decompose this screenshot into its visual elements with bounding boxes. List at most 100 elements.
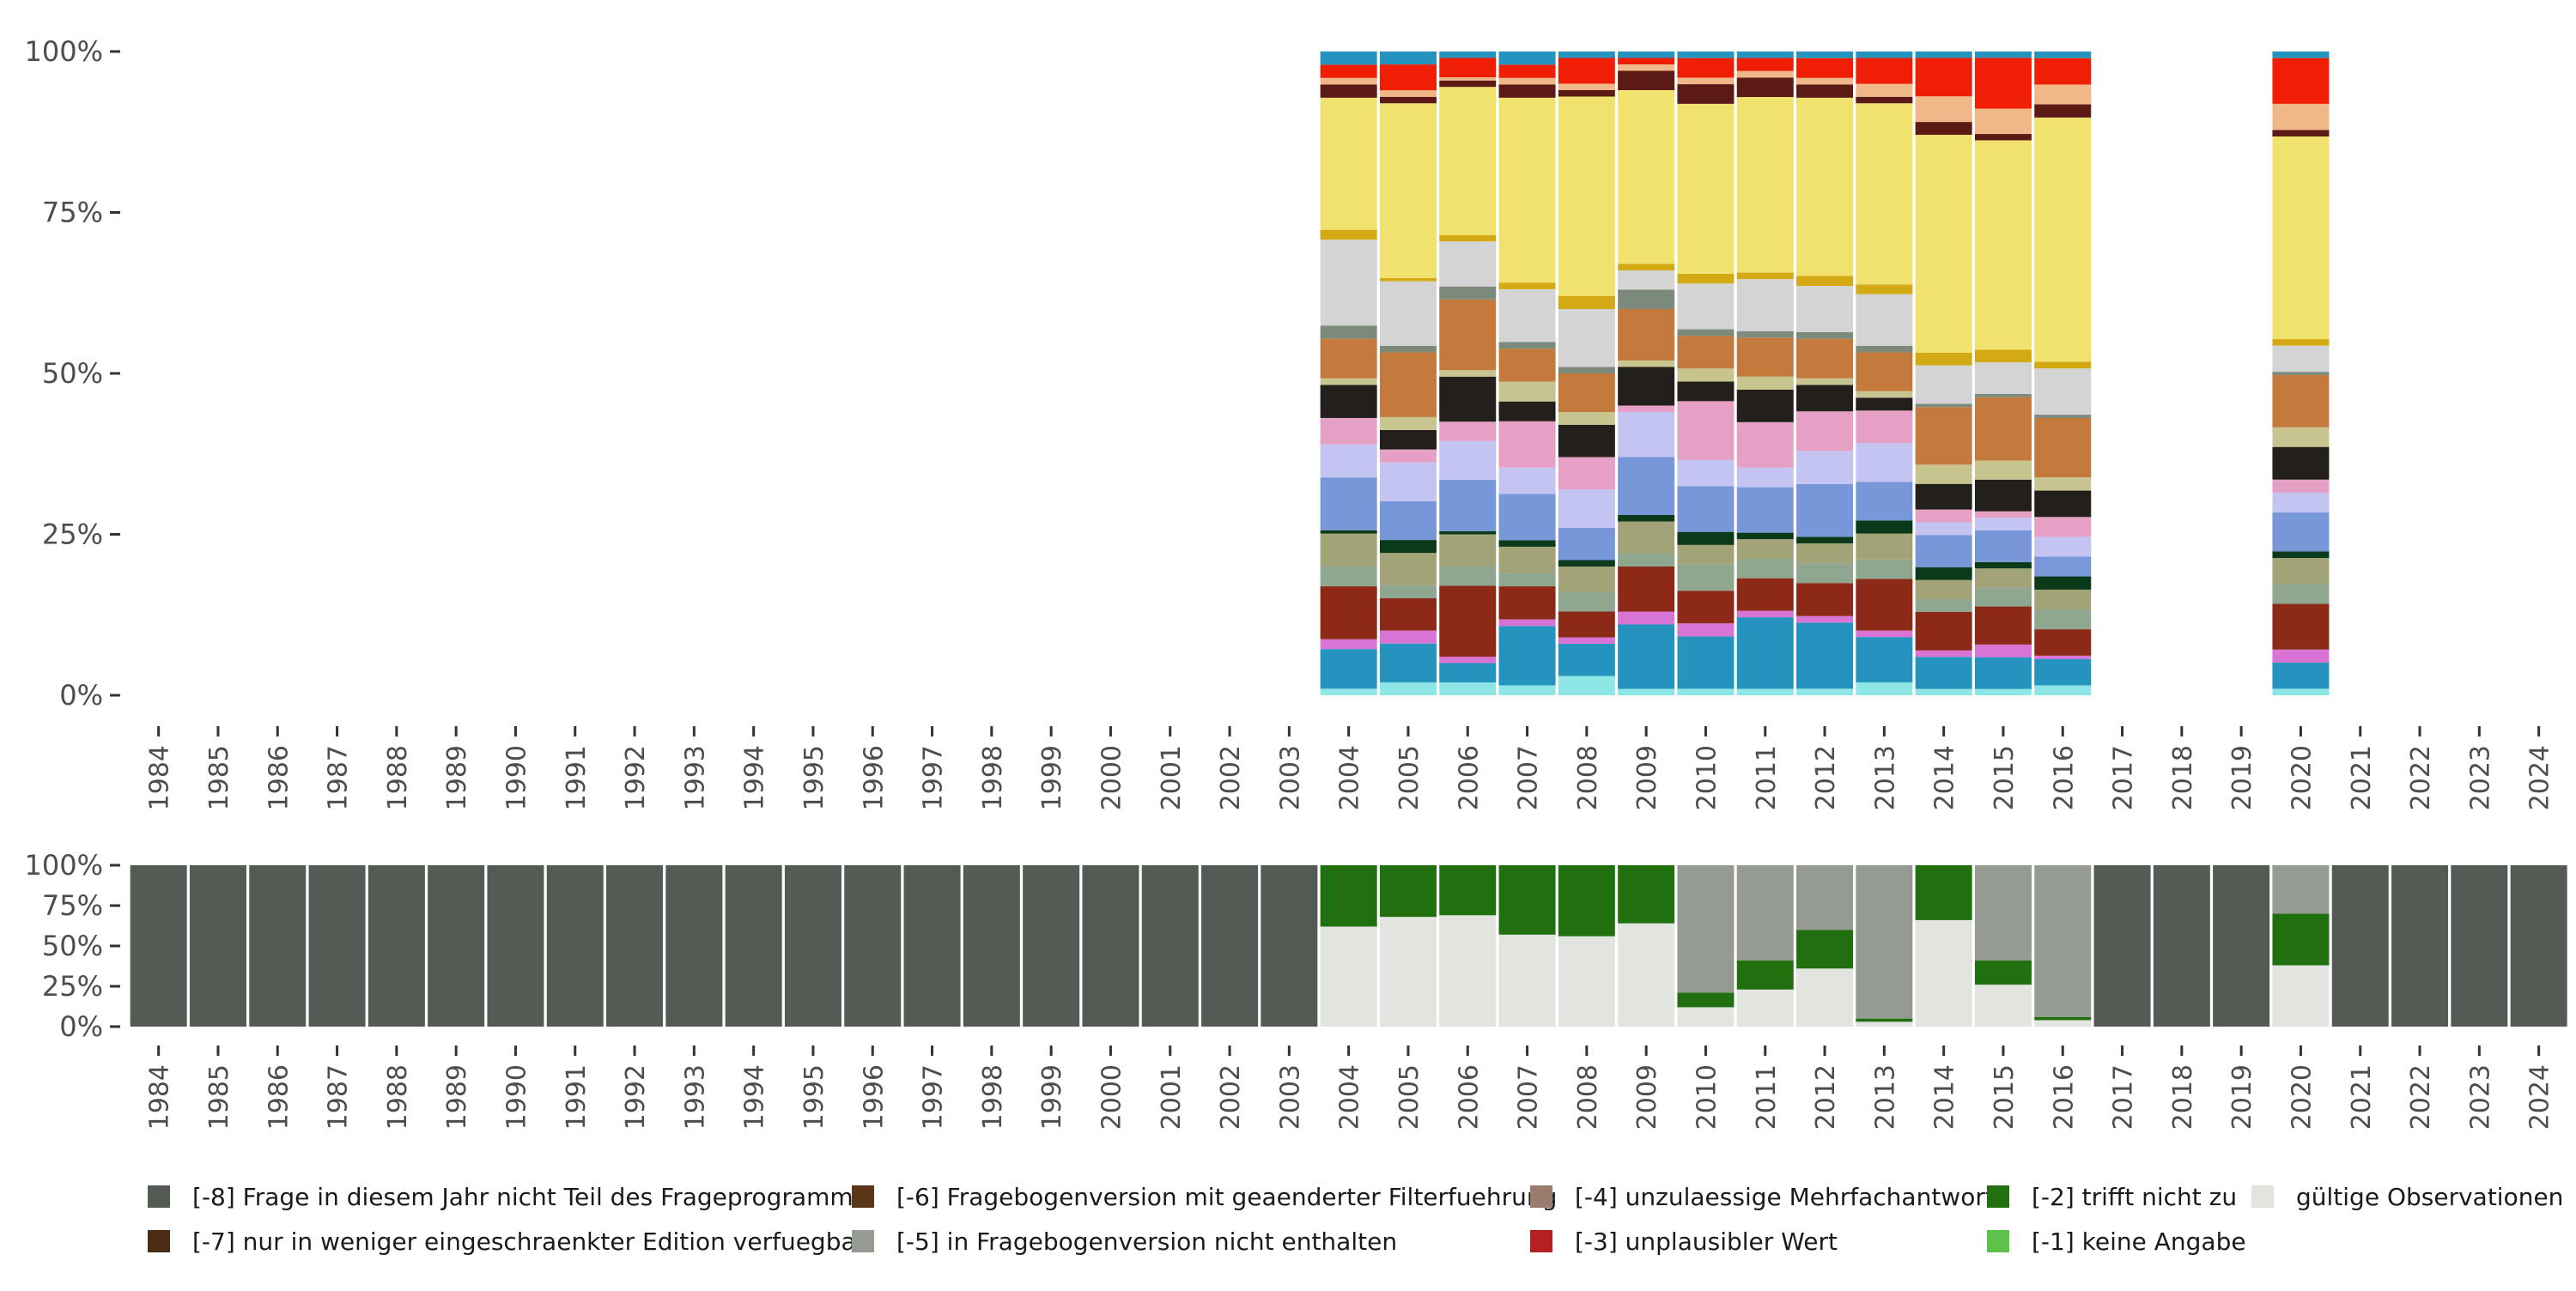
x-tick-label: 2023 <box>2465 1064 2495 1130</box>
x-tick-label: 2017 <box>2109 1064 2139 1130</box>
bar-segment-2020 <box>2272 688 2330 695</box>
bar-segment-2009 <box>1618 554 1675 567</box>
bar-segment-2015 <box>1974 479 2032 512</box>
y-tick-label: 50% <box>42 357 103 390</box>
bar-segment-2015 <box>1974 140 2032 350</box>
x-tick-label: 1996 <box>859 745 889 810</box>
bar-segment-2012 <box>1796 583 1854 616</box>
bar-segment-2016 <box>2034 52 2092 58</box>
bar-segment-2013 <box>1856 559 1913 579</box>
bar-segment-2010 <box>1677 992 1735 1008</box>
bar-segment-2006 <box>1439 241 1497 287</box>
bar-segment-2004 <box>1320 567 1377 587</box>
bar-segment-2011 <box>1736 272 1794 280</box>
x-tick-label: 1992 <box>621 1064 651 1130</box>
bar-segment-2008 <box>1558 412 1615 425</box>
bar-segment-2005 <box>1379 500 1437 541</box>
bar-segment-2013 <box>1856 352 1913 391</box>
bar-segment-2015 <box>1974 644 2032 658</box>
bar-segment-2010 <box>1677 368 1735 382</box>
bar-segment-2011 <box>1736 337 1794 377</box>
bar-segment-2012 <box>1796 543 1854 564</box>
x-tick-label: 1984 <box>145 745 175 810</box>
bar-segment-2007 <box>1498 619 1556 627</box>
bar-segment-2016 <box>2034 117 2092 362</box>
bar-segment-2015 <box>1974 134 2032 141</box>
bar-segment-2012 <box>1796 97 1854 276</box>
bar-segment-2010 <box>1677 865 1735 993</box>
bar-segment-2013 <box>1856 1018 1913 1022</box>
x-tick-label: 1988 <box>383 1064 413 1130</box>
bar-segment-2008 <box>1558 560 1615 567</box>
bar-segment-2004 <box>1320 52 1377 65</box>
bar-segment-2010 <box>1677 591 1735 624</box>
bar-segment-2009 <box>1618 264 1675 270</box>
bar-segment-1993 <box>665 865 723 1027</box>
bar-segment-1987 <box>308 865 366 1027</box>
bar-segment-2006 <box>1439 479 1497 531</box>
bar-segment-2004 <box>1320 639 1377 650</box>
legend-label: [-2] trifft nicht zu <box>2032 1183 2237 1211</box>
bar-segment-2015 <box>1974 349 2032 363</box>
bar-segment-2004 <box>1320 926 1377 1027</box>
y-tick-label: 0% <box>59 1010 103 1043</box>
bar-segment-2020 <box>2272 58 2330 104</box>
x-tick-label: 2024 <box>2525 745 2555 810</box>
x-tick-label: 2022 <box>2406 745 2436 810</box>
bar-segment-2011 <box>1736 467 1794 488</box>
bar-segment-2020 <box>2272 512 2330 552</box>
bar-segment-2016 <box>2034 589 2092 609</box>
bar-segment-2005 <box>1379 90 1437 97</box>
bar-segment-2004 <box>1320 84 1377 98</box>
bar-segment-2007 <box>1498 546 1556 573</box>
x-tick-label: 1993 <box>680 745 710 810</box>
bar-segment-2008 <box>1558 309 1615 367</box>
bar-segment-2014 <box>1915 96 1972 123</box>
legend-label: [-1] keine Angabe <box>2032 1227 2246 1256</box>
bar-segment-2020 <box>2272 551 2330 559</box>
x-tick-label: 2012 <box>1811 1064 1841 1130</box>
bar-segment-2020 <box>2272 446 2330 480</box>
bar-segment-2009 <box>1618 90 1675 264</box>
bar-segment-2020 <box>2272 603 2330 650</box>
bar-segment-2016 <box>2034 609 2092 630</box>
bar-segment-2015 <box>1974 865 2032 961</box>
x-tick-label: 2020 <box>2287 745 2317 810</box>
bar-segment-2019 <box>2213 865 2270 1027</box>
bar-segment-2014 <box>1915 58 1972 97</box>
x-tick-label: 2003 <box>1275 745 1305 810</box>
bar-segment-2016 <box>2034 415 2092 418</box>
bar-segment-2020 <box>2272 130 2330 136</box>
bar-segment-2013 <box>1856 397 1913 411</box>
bar-segment-2010 <box>1677 531 1735 545</box>
bar-segment-2015 <box>1974 587 2032 607</box>
bar-segment-2007 <box>1498 282 1556 289</box>
x-tick-label: 1985 <box>204 745 234 810</box>
bar-segment-2013 <box>1856 96 1913 104</box>
bar-segment-2020 <box>2272 374 2330 427</box>
bar-segment-2015 <box>1974 568 2032 588</box>
bar-segment-2013 <box>1856 52 1913 58</box>
bar-segment-2009 <box>1618 567 1675 612</box>
bar-segment-2007 <box>1498 685 1556 695</box>
legend-label: [-6] Fragebogenversion mit geaenderter F… <box>896 1183 1557 1211</box>
bar-segment-2004 <box>1320 64 1377 78</box>
bar-segment-2014 <box>1915 919 1972 1027</box>
bar-segment-2004 <box>1320 97 1377 230</box>
bar-segment-2005 <box>1379 630 1437 644</box>
bar-segment-2012 <box>1796 378 1854 385</box>
bar-segment-2016 <box>2034 517 2092 537</box>
bar-segment-2014 <box>1915 688 1972 695</box>
x-tick-label: 2005 <box>1394 745 1425 810</box>
bar-segment-2014 <box>1915 599 1972 612</box>
bar-segment-2012 <box>1796 58 1854 78</box>
bar-segment-2006 <box>1439 299 1497 371</box>
bar-segment-2013 <box>1856 443 1913 482</box>
legend-swatch <box>852 1185 874 1208</box>
bar-segment-2005 <box>1379 449 1437 463</box>
bar-segment-2021 <box>2331 865 2389 1027</box>
bar-segment-2010 <box>1677 329 1735 336</box>
bar-segment-2016 <box>2034 865 2092 1017</box>
